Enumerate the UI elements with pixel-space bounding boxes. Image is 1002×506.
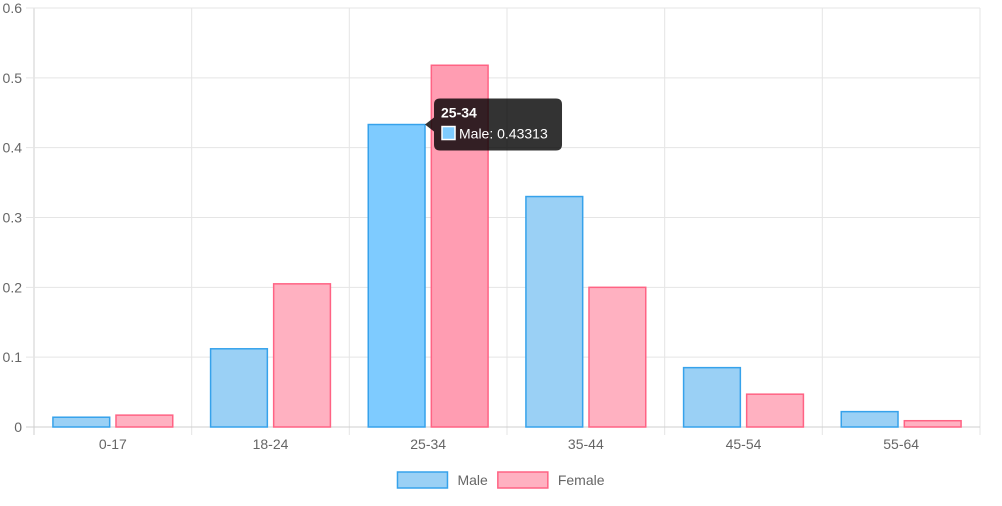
y-tick-label: 0.3 [3, 210, 23, 226]
legend-swatch [396, 471, 449, 489]
tooltip-box: 25-34 Male: 0.43313 [425, 98, 563, 151]
bar-female-55-64[interactable] [903, 419, 962, 428]
axes: 0 0.1 0.2 0.3 0.4 0.5 0.6 0-17 18-24 25-34 35-44 45… [3, 0, 920, 452]
x-tick-label: 45-54 [726, 436, 762, 452]
bars [52, 64, 962, 428]
grid [26, 7, 981, 435]
y-tick-label: 0.1 [3, 349, 23, 365]
y-tick-label: 0 [14, 419, 22, 435]
y-tick-label: 0.5 [3, 70, 23, 86]
x-tick-label: 18-24 [253, 436, 289, 452]
tooltip-background [425, 98, 563, 151]
legend-swatch [497, 471, 549, 489]
bar-male-18-24[interactable] [209, 348, 269, 428]
bar-female-0-17[interactable] [115, 414, 174, 428]
legend-label: Male [457, 472, 488, 488]
x-tick-label: 0-17 [99, 436, 127, 452]
tooltip-title: 25-34 [441, 105, 477, 121]
y-tick-label: 0.2 [3, 279, 23, 295]
bar-male-45-54[interactable] [682, 366, 742, 428]
x-tick-label: 25-34 [410, 436, 446, 452]
bar-male-25-34[interactable] [367, 123, 426, 428]
bar-male-35-44[interactable] [525, 195, 584, 428]
tooltip: 25-34 Male: 0.43313 [425, 98, 563, 151]
x-tick-label: 55-64 [883, 436, 919, 452]
y-tick-label: 0.6 [3, 0, 23, 16]
legend: Male Female [396, 471, 605, 489]
y-tick-label: 0.4 [3, 140, 23, 156]
bar-female-45-54[interactable] [745, 393, 805, 428]
x-tick-label: 35-44 [568, 436, 604, 452]
legend-item-female[interactable]: Female [497, 471, 605, 489]
tooltip-swatch [441, 125, 456, 141]
tooltip-label: Male: 0.43313 [459, 126, 548, 142]
bar-female-18-24[interactable] [272, 283, 332, 428]
bar-female-35-44[interactable] [588, 286, 647, 428]
legend-label: Female [558, 472, 605, 488]
bar-male-0-17[interactable] [52, 416, 111, 428]
bar-male-55-64[interactable] [840, 410, 899, 428]
legend-item-male[interactable]: Male [396, 471, 488, 489]
